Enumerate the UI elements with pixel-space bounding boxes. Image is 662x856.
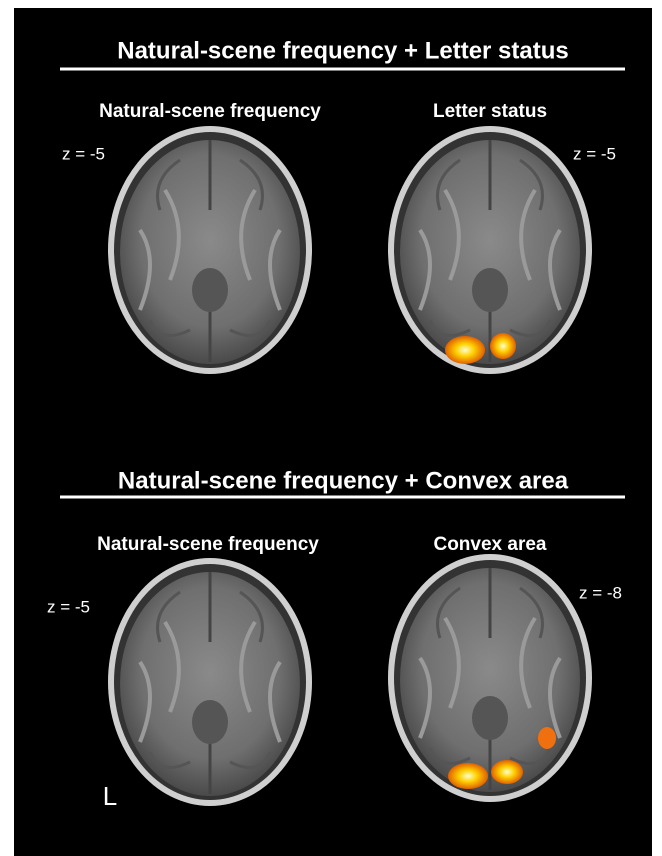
figure: Natural-scene frequency + Letter status …: [0, 0, 662, 856]
brain-scan: [108, 126, 312, 374]
z-label: z = -5: [47, 597, 90, 616]
panel-label: Natural-scene frequency: [99, 101, 321, 122]
brain-scan: [388, 126, 592, 374]
section-title: Natural-scene frequency + Letter status: [117, 37, 569, 64]
orientation-label: L: [103, 781, 117, 811]
brain-scan: [108, 558, 312, 806]
z-label: z = -5: [573, 144, 616, 163]
panel-label: Natural-scene frequency: [97, 534, 319, 555]
activation: [491, 760, 523, 784]
panel-label: Convex area: [433, 534, 546, 555]
z-label: z = -8: [579, 583, 622, 602]
activation: [538, 727, 556, 749]
brain-scan: [388, 554, 592, 802]
activation: [445, 336, 485, 364]
section-title: Natural-scene frequency + Convex area: [118, 467, 569, 494]
activation: [448, 763, 488, 789]
panel-label: Letter status: [433, 101, 547, 122]
activation: [490, 333, 516, 359]
z-label: z = -5: [62, 144, 105, 163]
